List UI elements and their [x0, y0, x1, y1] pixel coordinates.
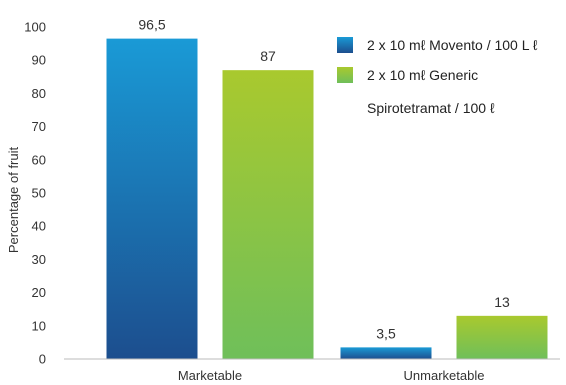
bars: [106, 38, 548, 360]
legend-label-series-2-line2: Spirotetramat / 100 ℓ: [367, 100, 495, 116]
bar-unmarketable-series-1: [340, 347, 432, 359]
y-tick-label: 10: [32, 318, 46, 333]
bar-marketable-series-1: [106, 38, 198, 360]
data-label: 3,5: [376, 325, 396, 341]
y-tick-label: 80: [32, 86, 46, 101]
y-tick-label: 60: [32, 152, 46, 167]
legend-swatch-series-2: [337, 67, 353, 83]
y-tick-label: 70: [32, 119, 46, 134]
legend-swatch-series-1: [337, 37, 353, 53]
y-axis-ticks: 0 10 20 30 40 50 60 70 80 90 100: [24, 20, 46, 367]
legend-label-series-2-line1: 2 x 10 mℓ Generic: [367, 67, 478, 83]
y-tick-label: 50: [32, 186, 46, 201]
y-tick-label: 40: [32, 219, 46, 234]
y-tick-label: 30: [32, 252, 46, 267]
data-label: 13: [494, 294, 510, 310]
y-tick-label: 0: [39, 352, 46, 367]
data-label: 96,5: [138, 17, 165, 33]
bar-marketable-series-2: [222, 70, 314, 359]
x-tick-label: Marketable: [178, 368, 242, 383]
y-tick-label: 20: [32, 285, 46, 300]
legend: 2 x 10 mℓ Movento / 100 L ℓ 2 x 10 mℓ Ge…: [337, 37, 538, 116]
x-axis-ticks: Marketable Unmarketable: [178, 368, 485, 383]
data-label: 87: [260, 48, 276, 64]
y-tick-label: 100: [24, 20, 46, 35]
y-tick-label: 90: [32, 53, 46, 68]
bar-unmarketable-series-2: [456, 315, 548, 359]
legend-label-series-1: 2 x 10 mℓ Movento / 100 L ℓ: [367, 37, 538, 53]
y-axis-label: Percentage of fruit: [6, 147, 21, 254]
data-labels: 96,5 87 3,5 13: [138, 17, 510, 342]
x-tick-label: Unmarketable: [404, 368, 485, 383]
